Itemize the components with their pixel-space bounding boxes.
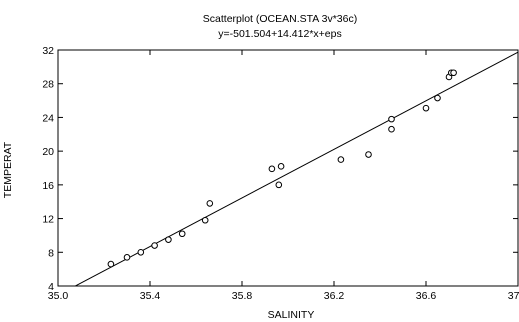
y-tick-label: 12 [42,214,54,226]
x-tick-label: 36.6 [416,290,437,302]
plot-frame [57,49,519,287]
x-tick-label: 35.4 [140,290,161,302]
data-point [201,216,209,224]
data-point [165,236,172,243]
regression-line [74,51,518,286]
x-tick-label: 35.0 [48,290,69,302]
y-axis-label: TEMPERAT [2,141,14,198]
y-tick-label: 20 [42,146,54,158]
x-axis-label: SALINITY [268,309,315,321]
chart-subtitle: y=-501.504+14.412*x+eps [218,28,341,40]
chart-title: Scatterplot (OCEAN.STA 3v*36c) [203,13,357,25]
y-tick-label: 32 [42,45,54,57]
data-point [434,94,441,102]
x-tick-label: 37.0 [508,290,519,302]
y-tick-label: 4 [48,281,54,293]
y-tick-label: 8 [48,247,54,259]
data-point [450,69,457,77]
data-point [275,181,283,189]
data-point [277,163,285,170]
y-tick-label: 28 [42,79,54,91]
y-tick-label: 24 [42,112,54,124]
data-point [151,242,158,249]
x-tick-label: 36.2 [324,290,345,302]
data-point [178,230,186,238]
data-point [206,200,214,207]
data-point [388,115,395,123]
data-point [365,151,372,158]
data-point [123,254,131,261]
data-point [337,156,345,163]
plot-area: 35.0 35.4 35.8 36.2 36.6 37.0 4 8 12 16 20 24 28 32 [42,45,519,302]
data-point [268,165,276,173]
y-tick-label: 16 [42,180,54,192]
data-point [388,125,395,133]
data-point [422,104,430,112]
data-point [137,248,145,256]
x-tick-label: 35.8 [232,290,253,302]
data-point [107,260,115,268]
